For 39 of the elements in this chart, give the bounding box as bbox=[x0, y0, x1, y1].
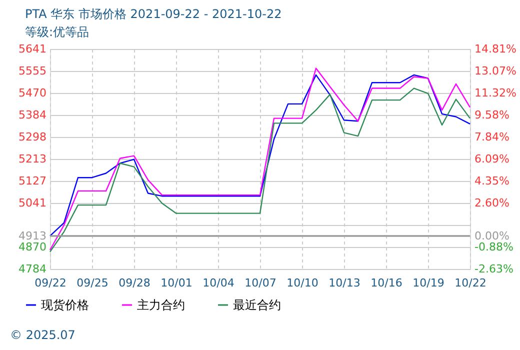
x-tick-label: 10/10 bbox=[286, 276, 318, 290]
y2-tick-label: 13.07% bbox=[474, 64, 516, 78]
y-tick-label: 4913 bbox=[18, 229, 46, 242]
y-tick-label: 5041 bbox=[18, 196, 46, 210]
y2-tick-label: 4.35% bbox=[474, 174, 510, 188]
y2-tick-label: 6.09% bbox=[474, 152, 510, 166]
y-tick-label: 5641 bbox=[18, 42, 46, 56]
text: © 2025.07 bbox=[10, 328, 76, 342]
x-tick-label: 10/16 bbox=[370, 276, 402, 290]
y-tick-label: 5470 bbox=[18, 86, 46, 100]
y-tick-label: 5298 bbox=[18, 130, 46, 144]
x-tick-label: 10/07 bbox=[244, 276, 276, 290]
y2-tick-label: 2.60% bbox=[474, 196, 510, 210]
y2-tick-label: -2.63% bbox=[474, 262, 514, 276]
x-tick-label: 10/22 bbox=[454, 276, 486, 290]
y2-tick-label: -0.88% bbox=[474, 240, 514, 254]
legend-label: 主力合约 bbox=[137, 298, 185, 312]
y-tick-label: 4870 bbox=[18, 240, 46, 254]
x-tick-label: 10/13 bbox=[328, 276, 360, 290]
x-tick-label: 09/28 bbox=[118, 276, 150, 290]
y2-tick-label: 7.84% bbox=[474, 130, 510, 144]
chart-title: PTA 华东 市场价格 2021-09-22 - 2021-10-22 bbox=[25, 7, 282, 21]
legend-label: 现货价格 bbox=[41, 298, 89, 312]
y-tick-label: 5384 bbox=[18, 108, 46, 122]
y2-tick-label: 0.00% bbox=[474, 229, 510, 242]
x-tick-label: 10/04 bbox=[202, 276, 234, 290]
y2-tick-label: 11.32% bbox=[474, 86, 516, 100]
x-tick-label: 09/25 bbox=[76, 276, 108, 290]
chart-subtitle: 等级:优等品 bbox=[25, 25, 90, 39]
y2-tick-label: 9.58% bbox=[474, 108, 510, 122]
y-tick-label: 5213 bbox=[18, 152, 46, 166]
x-tick-label: 09/22 bbox=[34, 276, 66, 290]
legend-label: 最近合约 bbox=[233, 298, 281, 312]
x-tick-label: 10/19 bbox=[412, 276, 444, 290]
y-tick-label: 5127 bbox=[18, 174, 46, 188]
y-tick-label: 4784 bbox=[18, 262, 46, 276]
y2-tick-label: 14.81% bbox=[474, 42, 516, 56]
y-tick-label: 5555 bbox=[18, 64, 46, 78]
x-tick-label: 10/01 bbox=[160, 276, 192, 290]
